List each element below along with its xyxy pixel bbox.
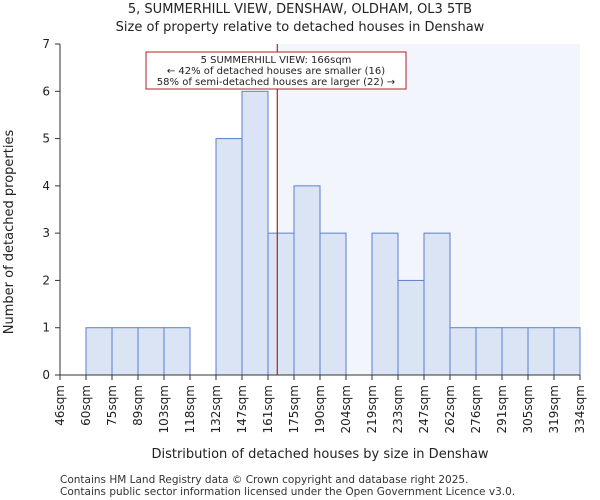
x-axis-label: Distribution of detached houses by size …	[151, 447, 488, 462]
bars-group	[85, 90, 581, 376]
annotation-box-frame	[145, 51, 407, 90]
chart-title: 5, SUMMERHILL VIEW, DENSHAW, OLDHAM, OL3…	[128, 2, 472, 17]
x-tick-label: 291sqm	[495, 385, 509, 433]
bar-175sqm	[293, 185, 321, 376]
bar-60sqm	[85, 327, 113, 376]
footer-line-2: Contains public sector information licen…	[60, 486, 515, 498]
x-tick-label: 60sqm	[79, 385, 93, 426]
x-tick-label: 147sqm	[235, 385, 249, 433]
bar-305sqm	[527, 327, 555, 376]
y-tick-label: 1	[42, 321, 50, 335]
x-tick-label: 276sqm	[469, 385, 483, 433]
bar-276sqm	[475, 327, 503, 376]
bar-190sqm	[319, 232, 347, 376]
bar-219sqm	[371, 232, 399, 376]
y-tick-label: 0	[42, 368, 50, 382]
x-tick-label: 89sqm	[131, 385, 145, 426]
bar-161sqm	[267, 232, 295, 376]
bar-233sqm	[397, 279, 425, 376]
x-tick-label: 319sqm	[547, 385, 561, 433]
footer-line-1: Contains HM Land Registry data © Crown c…	[60, 474, 468, 486]
bar-75sqm	[111, 327, 139, 376]
y-axis-label: Number of detached properties	[2, 130, 17, 335]
x-tick-label: 305sqm	[521, 385, 535, 433]
chart-subtitle: Size of property relative to detached ho…	[116, 20, 485, 35]
x-tick-label: 334sqm	[573, 385, 587, 433]
annotation-line-2: ← 42% of detached houses are smaller (16…	[167, 66, 385, 77]
annotation-line-1: 5 SUMMERHILL VIEW: 166sqm	[201, 55, 352, 66]
x-tick-label: 103sqm	[157, 385, 171, 433]
x-tick-label: 118sqm	[183, 385, 197, 433]
x-tick-label: 161sqm	[261, 385, 275, 433]
bar-103sqm	[163, 327, 191, 376]
x-axis-ticks: 46sqm 60sqm 75sqm 89sqm 103sqm 118sqm 132sqm 14…	[53, 375, 587, 433]
bar-132sqm	[215, 138, 243, 376]
bar-319sqm	[553, 327, 581, 376]
x-tick-label: 75sqm	[105, 385, 119, 426]
bar-247sqm	[423, 232, 451, 376]
bar-262sqm	[449, 327, 477, 376]
x-tick-label: 46sqm	[53, 385, 67, 426]
bar-89sqm	[137, 327, 165, 376]
bar-147sqm	[241, 90, 269, 376]
x-tick-label: 233sqm	[391, 385, 405, 433]
y-tick-label: 7	[42, 37, 50, 51]
x-tick-label: 190sqm	[313, 385, 327, 433]
y-tick-label: 5	[42, 132, 50, 146]
y-axis-ticks: 0 1 2 3 4 5 6 7	[42, 37, 60, 382]
annotation-box: 5 SUMMERHILL VIEW: 166sqm ← 42% of detac…	[145, 51, 407, 90]
x-tick-label: 204sqm	[339, 385, 353, 433]
y-tick-label: 2	[42, 273, 50, 287]
y-tick-label: 6	[42, 84, 50, 98]
x-tick-label: 132sqm	[209, 385, 223, 433]
x-tick-label: 247sqm	[417, 385, 431, 433]
x-tick-label: 262sqm	[443, 385, 457, 433]
y-tick-label: 3	[42, 226, 50, 240]
y-tick-label: 4	[42, 179, 50, 193]
x-tick-label: 219sqm	[365, 385, 379, 433]
bar-291sqm	[501, 327, 529, 376]
annotation-line-3: 58% of semi-detached houses are larger (…	[157, 77, 395, 88]
x-tick-label: 175sqm	[287, 385, 301, 433]
